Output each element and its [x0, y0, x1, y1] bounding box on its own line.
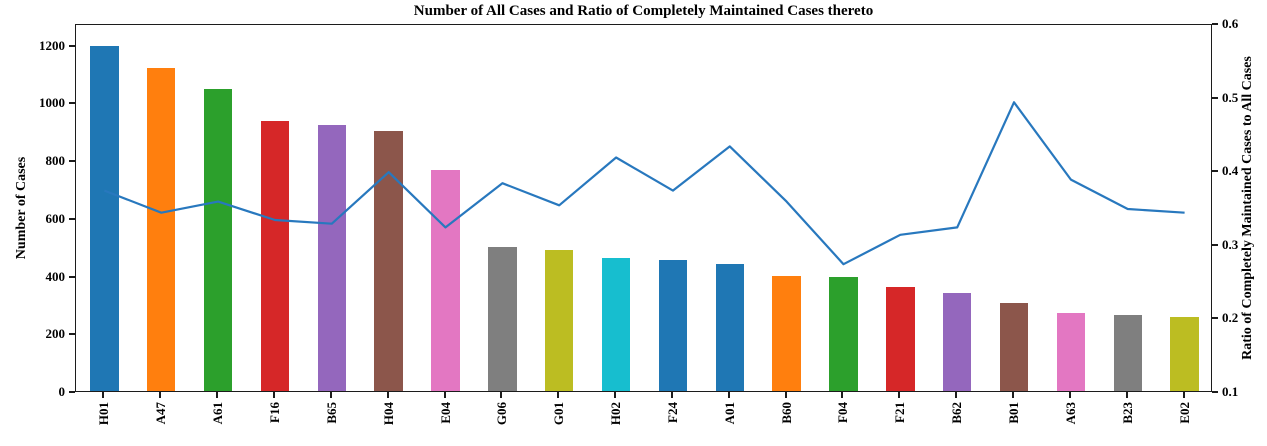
x-tick-H04: [386, 392, 389, 398]
x-tick-A61: [216, 392, 219, 398]
bar-H01: [90, 46, 119, 391]
x-tick-F24: [670, 392, 673, 398]
bar-B60: [772, 275, 801, 391]
right-tick-0.1: [1212, 391, 1218, 393]
right-tick-0.3: [1212, 243, 1218, 246]
x-tick-label-G06: G06: [494, 402, 510, 426]
bar-F04: [829, 277, 858, 391]
x-tick-F04: [841, 392, 844, 398]
x-tick-label-H04: H04: [380, 402, 396, 426]
left-tick-600: [69, 217, 75, 220]
bar-F21: [886, 287, 915, 391]
x-tick-B60: [784, 392, 787, 398]
bar-G06: [488, 246, 517, 391]
bar-B62: [942, 292, 972, 391]
right-tick-0.6: [1212, 23, 1218, 25]
bar-B23: [1113, 315, 1142, 391]
x-tick-A63: [1068, 392, 1071, 398]
left-tick-label-200: 200: [45, 326, 66, 342]
right-tick-label-0.5: 0.5: [1222, 89, 1239, 105]
x-tick-G01: [557, 392, 560, 398]
bar-H04: [374, 131, 403, 391]
x-tick-label-F04: F04: [835, 402, 851, 423]
x-tick-F16: [272, 392, 275, 398]
x-tick-label-B60: B60: [778, 402, 794, 424]
x-tick-H01: [102, 392, 105, 398]
left-axis-label: Number of Cases: [14, 156, 29, 260]
left-tick-0: [69, 391, 75, 393]
left-tick-1200: [69, 44, 75, 47]
x-tick-label-F24: F24: [664, 402, 680, 423]
x-tick-B65: [329, 392, 332, 398]
left-tick-label-1200: 1200: [39, 37, 65, 53]
x-tick-label-F21: F21: [892, 402, 908, 423]
x-tick-label-B62: B62: [949, 402, 965, 424]
x-tick-label-A47: A47: [153, 402, 169, 425]
left-tick-1000: [69, 102, 75, 105]
x-tick-A47: [159, 392, 162, 398]
left-tick-label-800: 800: [45, 153, 66, 169]
x-tick-label-B23: B23: [1119, 402, 1135, 424]
bar-A63: [1056, 312, 1086, 391]
bar-A61: [203, 89, 233, 391]
left-tick-800: [69, 160, 75, 163]
x-tick-A01: [727, 392, 730, 398]
bar-F24: [658, 259, 688, 391]
bar-H02: [601, 258, 631, 391]
x-tick-B01: [1012, 392, 1015, 398]
right-tick-label-0.6: 0.6: [1222, 16, 1239, 31]
x-tick-label-H01: H01: [96, 402, 112, 426]
bar-E02: [1170, 316, 1199, 391]
left-tick-label-400: 400: [45, 268, 66, 284]
right-tick-label-0.1: 0.1: [1222, 384, 1239, 399]
left-tick-label-600: 600: [45, 210, 66, 226]
chart-title: Number of All Cases and Ratio of Complet…: [413, 3, 874, 19]
right-tick-0.4: [1212, 170, 1218, 173]
x-tick-label-A61: A61: [210, 402, 226, 425]
right-tick-label-0.4: 0.4: [1222, 163, 1239, 179]
bar-B65: [317, 125, 347, 391]
plot-area: [75, 24, 1212, 392]
x-tick-label-B65: B65: [323, 402, 339, 424]
bar-G01: [545, 249, 574, 391]
x-tick-F21: [898, 392, 901, 398]
right-tick-0.5: [1212, 96, 1218, 99]
x-tick-G06: [500, 392, 503, 398]
x-tick-E04: [443, 392, 446, 398]
x-tick-label-E02: E02: [1176, 402, 1192, 424]
x-tick-label-E04: E04: [437, 402, 453, 424]
bar-B01: [999, 302, 1029, 391]
x-tick-label-B01: B01: [1006, 402, 1022, 424]
right-tick-label-0.3: 0.3: [1222, 236, 1239, 252]
bar-A01: [715, 264, 744, 391]
right-tick-label-0.2: 0.2: [1222, 310, 1239, 326]
x-tick-label-F16: F16: [266, 402, 282, 423]
x-tick-E02: [1182, 392, 1185, 398]
left-tick-400: [69, 275, 75, 278]
left-tick-label-1000: 1000: [39, 95, 65, 111]
right-tick-0.2: [1212, 317, 1218, 320]
x-tick-label-A01: A01: [721, 402, 737, 425]
bars-layer: [76, 25, 1211, 391]
x-tick-label-H02: H02: [608, 402, 624, 426]
left-tick-label-0: 0: [58, 384, 66, 399]
x-tick-label-A63: A63: [1062, 402, 1078, 425]
left-tick-200: [69, 333, 75, 336]
bar-A47: [147, 67, 176, 391]
x-tick-B62: [955, 392, 958, 398]
bar-F16: [260, 121, 290, 391]
x-tick-B23: [1125, 392, 1128, 398]
bar-E04: [431, 170, 460, 391]
x-tick-label-G01: G01: [551, 402, 567, 426]
x-tick-H02: [614, 392, 617, 398]
